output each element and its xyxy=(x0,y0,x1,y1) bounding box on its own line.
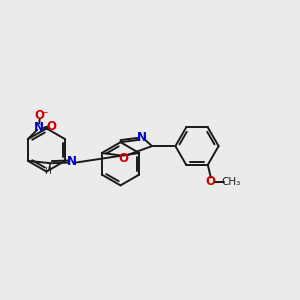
Text: N: N xyxy=(137,131,147,144)
Text: −: − xyxy=(40,107,48,116)
Text: H: H xyxy=(44,167,51,176)
Text: O: O xyxy=(118,152,128,165)
Text: O: O xyxy=(47,120,57,133)
Text: O: O xyxy=(35,109,45,122)
Text: O: O xyxy=(206,176,216,188)
Text: N: N xyxy=(67,155,77,168)
Text: +: + xyxy=(38,122,43,127)
Text: N: N xyxy=(34,121,44,134)
Text: CH₃: CH₃ xyxy=(222,177,241,187)
